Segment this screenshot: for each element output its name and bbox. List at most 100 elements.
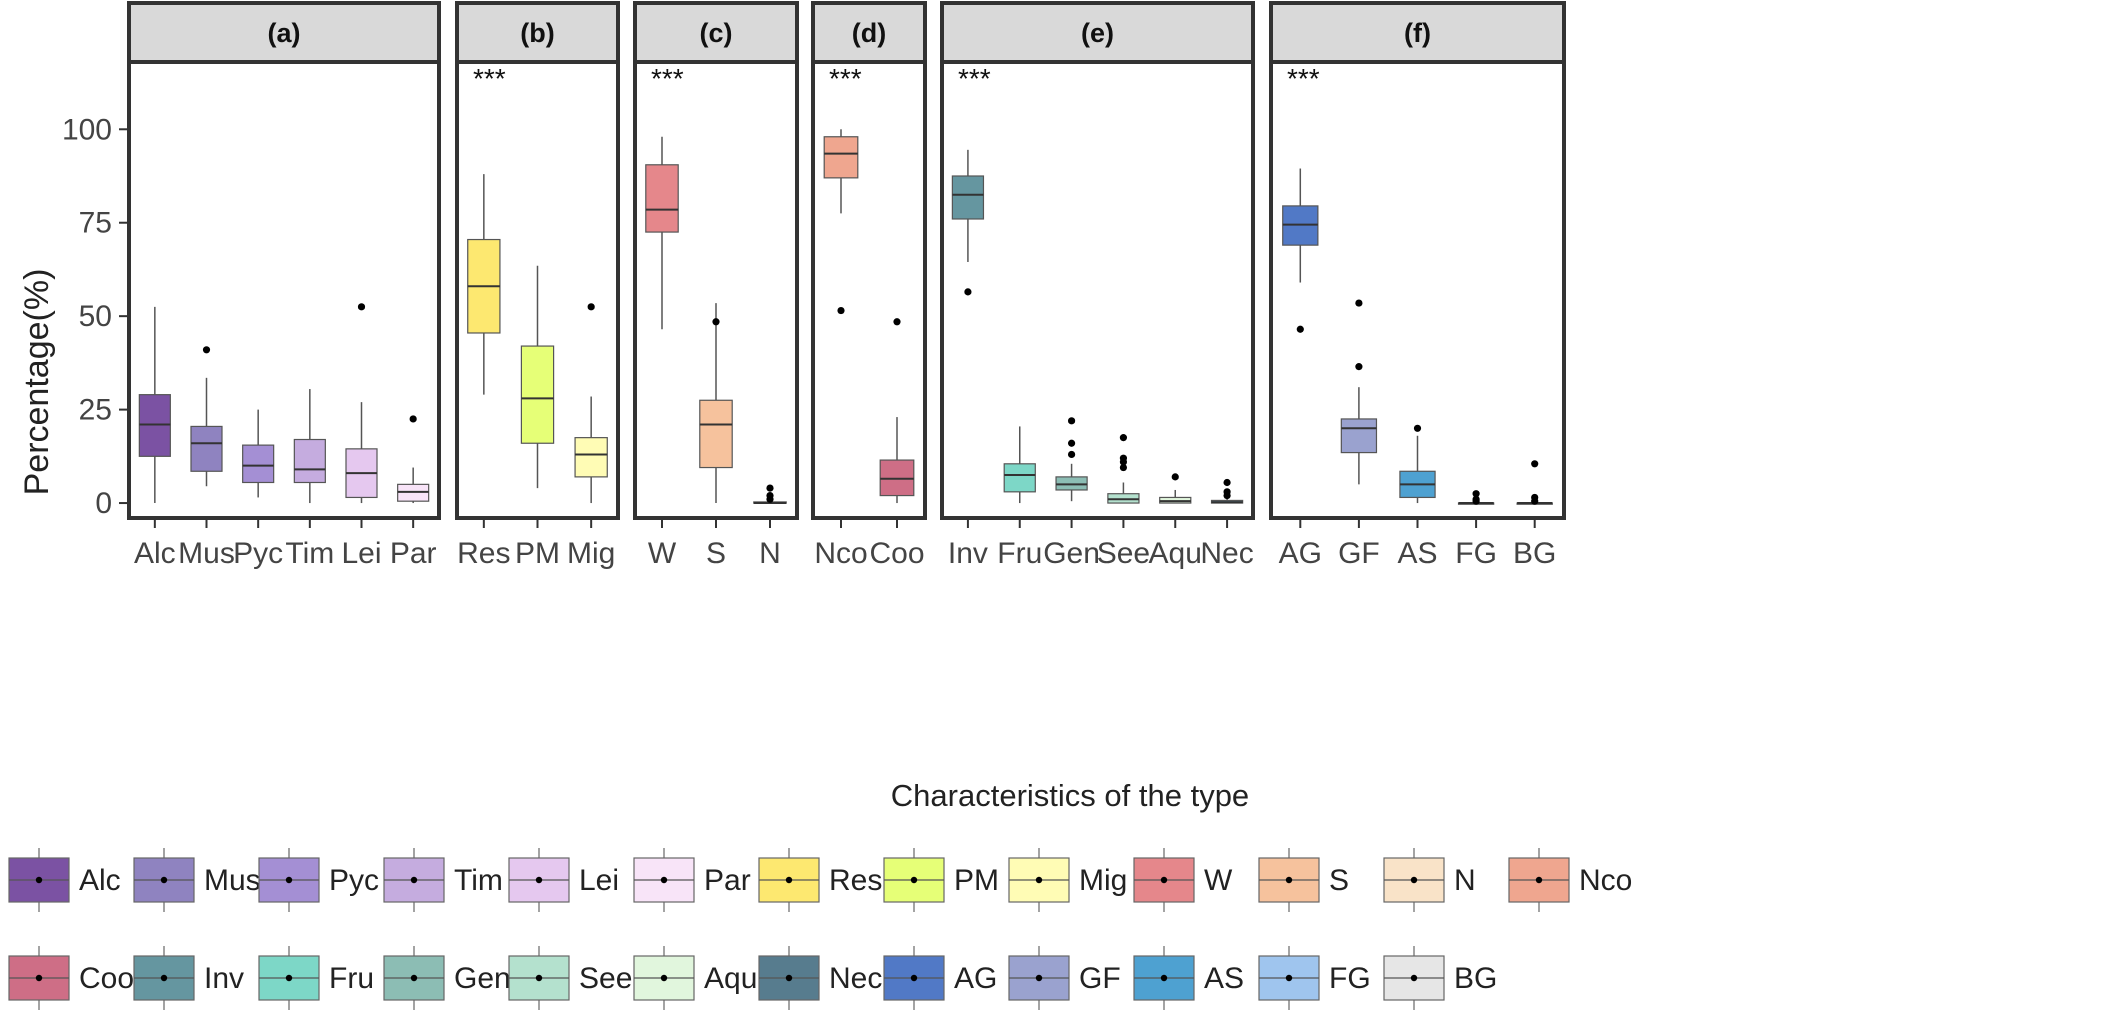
box-body xyxy=(951,175,985,220)
legend-label: See xyxy=(579,962,632,995)
legend-item: Fru xyxy=(258,946,374,1010)
outlier-point xyxy=(766,491,774,500)
legend-item: W xyxy=(1133,848,1233,912)
outlier-point xyxy=(1531,493,1539,502)
facet-panel: (d) *** Nco Coo xyxy=(811,1,927,570)
legend-label: Tim xyxy=(454,864,503,897)
box-See: See xyxy=(1097,434,1150,570)
legend-item: Nco xyxy=(1508,848,1632,912)
box-body xyxy=(1003,463,1036,493)
x-tick-label: PM xyxy=(515,537,560,570)
x-tick-label: Lei xyxy=(341,537,381,570)
legend-label: Nco xyxy=(1579,864,1632,897)
box-GF: GF xyxy=(1338,299,1380,570)
legend-key-point xyxy=(660,876,668,884)
legend-label: Mus xyxy=(204,864,261,897)
outlier-point xyxy=(1223,478,1231,487)
legend-item: BG xyxy=(1383,946,1497,1010)
legend-item: Pyc xyxy=(258,848,379,912)
outlier-point xyxy=(1531,460,1539,468)
x-tick-label: Alc xyxy=(134,537,176,570)
legend-label: Nec xyxy=(829,962,882,995)
facet-title: (c) xyxy=(700,18,733,48)
legend-key-point xyxy=(285,876,293,884)
x-tick-label: FG xyxy=(1455,537,1497,570)
legend-item: GF xyxy=(1008,946,1121,1010)
x-tick-label: Mus xyxy=(178,537,235,570)
outlier-point xyxy=(1119,434,1128,442)
legend-key-point xyxy=(910,974,918,982)
x-tick-label: BG xyxy=(1513,537,1556,570)
box-Gen: Gen xyxy=(1043,417,1100,570)
legend-label: Pyc xyxy=(329,864,379,897)
legend-item: Alc xyxy=(8,848,121,912)
facet-title: (f) xyxy=(1404,18,1431,48)
box-PM: PM xyxy=(515,265,560,570)
facet-title: (e) xyxy=(1081,18,1114,48)
legend-label: Alc xyxy=(79,864,121,897)
legend-label: Aqu xyxy=(704,962,757,995)
outlier-point xyxy=(1355,299,1363,307)
legend-label: Res xyxy=(829,864,882,897)
outlier-point xyxy=(357,303,366,311)
x-tick-label: Pyc xyxy=(233,537,283,570)
legend-key-point xyxy=(660,974,668,982)
outlier-point xyxy=(1067,450,1076,459)
legend-key-point xyxy=(1160,876,1168,884)
box-body xyxy=(190,425,223,472)
outlier-point xyxy=(1413,424,1422,432)
legend-label: W xyxy=(1204,864,1233,897)
box-Aqu: Aqu xyxy=(1149,473,1202,570)
legend-key-point xyxy=(160,974,168,982)
legend-label: Coo xyxy=(79,962,134,995)
legend-item: Gen xyxy=(383,946,511,1010)
y-tick-label: 100 xyxy=(62,113,112,146)
x-tick-label: AG xyxy=(1279,537,1322,570)
x-tick-label: Mig xyxy=(567,537,615,570)
box-Nec: Nec xyxy=(1200,478,1254,570)
box-body xyxy=(823,136,859,179)
outlier-point xyxy=(893,318,901,326)
x-axis-label: Characteristics of the type xyxy=(891,778,1249,813)
box-BG: BG xyxy=(1513,460,1556,570)
facet-title: (b) xyxy=(520,18,554,48)
legend-key-point xyxy=(35,974,43,982)
legend-label: AG xyxy=(954,962,997,995)
box-body xyxy=(574,437,608,478)
legend-item: Mig xyxy=(1008,848,1127,912)
outlier-point xyxy=(1067,417,1076,425)
legend-label: S xyxy=(1329,864,1349,897)
legend-key-point xyxy=(1035,974,1043,982)
legend-item: PM xyxy=(883,848,999,912)
legend-key-point xyxy=(1285,974,1293,982)
box-Alc: Alc xyxy=(134,306,176,570)
y-tick-label: 50 xyxy=(79,300,112,333)
legend-item: S xyxy=(1258,848,1349,912)
significance-label: *** xyxy=(958,63,991,94)
outlier-point xyxy=(409,415,417,423)
legend-item: FG xyxy=(1258,946,1371,1010)
x-tick-label: Nco xyxy=(814,537,867,570)
x-tick-label: Aqu xyxy=(1149,537,1202,570)
box-Par: Par xyxy=(390,415,437,570)
facet-strip xyxy=(633,1,799,64)
legend-label: GF xyxy=(1079,962,1121,995)
legend-key-point xyxy=(1535,876,1543,884)
legend-key-point xyxy=(160,876,168,884)
x-tick-label: GF xyxy=(1338,537,1380,570)
legend-key-point xyxy=(285,974,293,982)
legend-label: Inv xyxy=(204,962,244,995)
facet-panel: (c) *** W S N xyxy=(633,1,799,570)
outlier-point xyxy=(1067,439,1076,447)
outlier-point xyxy=(1296,325,1304,333)
outlier-point xyxy=(587,303,595,311)
box-body xyxy=(293,438,326,484)
box-N: N xyxy=(753,484,787,570)
box-Pyc: Pyc xyxy=(233,409,283,570)
outlier-point xyxy=(202,346,211,354)
x-tick-label: See xyxy=(1097,537,1150,570)
legend-label: Lei xyxy=(579,864,619,897)
legend-label: BG xyxy=(1454,962,1497,995)
box-Res: Res xyxy=(457,174,511,570)
